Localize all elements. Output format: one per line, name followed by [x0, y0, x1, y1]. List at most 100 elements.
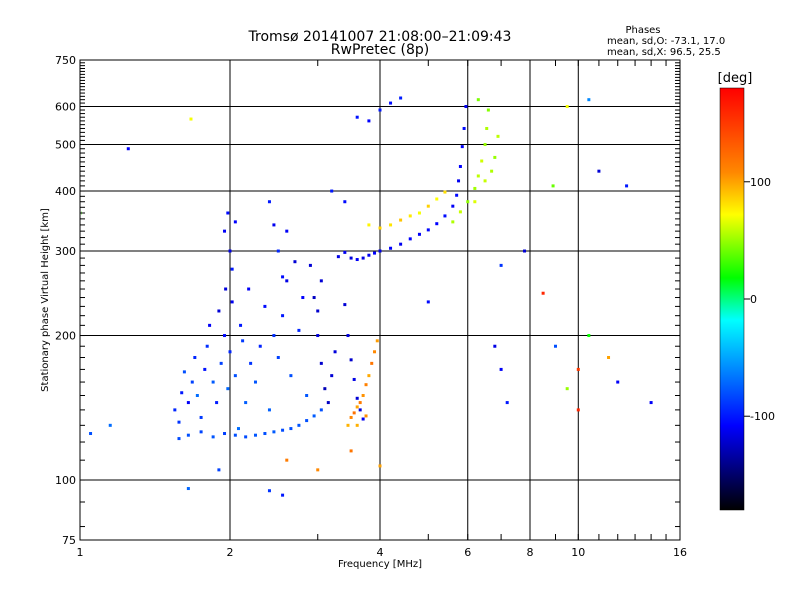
chart-subtitle: RwPretec (8p)	[331, 42, 429, 58]
point-o	[173, 408, 177, 412]
x-tick-label: 8	[527, 546, 534, 559]
point-o	[408, 237, 412, 241]
point-noise	[126, 147, 130, 151]
point-noise	[616, 380, 620, 384]
point-o	[451, 204, 455, 208]
x-tick-label: 4	[377, 546, 384, 559]
point-o	[336, 255, 340, 259]
point-x	[358, 401, 362, 405]
point-o	[378, 108, 382, 112]
x-tick-label: 16	[673, 546, 687, 559]
point-o	[230, 300, 234, 304]
point-o	[462, 126, 466, 130]
point-x	[408, 214, 412, 218]
point-o	[343, 200, 347, 204]
point-o	[230, 267, 234, 271]
point-o	[233, 433, 237, 437]
point-o	[226, 211, 230, 215]
point-x	[496, 134, 500, 138]
phases-x-stats: mean, sd,X: 96.5, 25.5	[607, 47, 721, 58]
point-o	[281, 428, 285, 432]
y-tick-label: 500	[55, 139, 76, 152]
point-o	[211, 380, 215, 384]
point-noise	[565, 105, 569, 109]
point-x	[370, 361, 374, 365]
point-noise	[597, 169, 601, 173]
grid	[80, 60, 680, 540]
point-o	[330, 374, 334, 378]
point-o	[316, 334, 320, 338]
point-o	[308, 263, 312, 267]
point-x	[375, 339, 379, 343]
point-x	[364, 414, 368, 418]
point-o	[205, 344, 209, 348]
point-o	[228, 249, 232, 253]
point-o	[319, 361, 323, 365]
y-tick-label: 300	[55, 245, 76, 258]
colorbar-tick-label: 100	[750, 176, 771, 189]
colorbar-unit: [deg]	[718, 71, 753, 86]
x-tick-label: 10	[571, 546, 585, 559]
point-o	[373, 251, 377, 255]
point-x	[483, 179, 487, 183]
point-noise	[499, 367, 503, 371]
phases-heading: Phases	[625, 25, 660, 36]
point-o	[182, 370, 186, 374]
point-x	[490, 169, 494, 173]
x-tick-label: 1	[77, 546, 84, 559]
y-tick-label: 200	[55, 330, 76, 343]
point-o	[208, 323, 212, 327]
point-x	[485, 126, 489, 130]
point-o	[263, 432, 267, 436]
point-x	[367, 374, 371, 378]
point-noise	[541, 291, 545, 295]
y-tick-label: 600	[55, 101, 76, 114]
point-o	[343, 250, 347, 254]
point-o	[458, 164, 462, 168]
point-o	[276, 249, 280, 253]
point-o	[219, 361, 223, 365]
point-o	[272, 430, 276, 434]
phases-o-stats: mean, sd,O: -73.1, 17.0	[607, 36, 725, 47]
point-o	[239, 323, 243, 327]
point-o	[457, 179, 461, 183]
point-o	[319, 408, 323, 412]
point-o	[180, 391, 184, 395]
point-x	[466, 200, 470, 204]
point-o	[443, 214, 447, 218]
point-o	[226, 387, 230, 391]
point-x	[493, 155, 497, 159]
point-o	[312, 414, 316, 418]
point-o	[215, 401, 219, 405]
point-o	[355, 258, 359, 262]
colorbar-tick-label: -100	[750, 410, 775, 423]
point-noise	[565, 387, 569, 391]
point-x	[473, 200, 477, 204]
point-o	[193, 355, 197, 359]
point-o	[297, 423, 301, 427]
point-o	[358, 408, 362, 412]
point-o	[236, 427, 240, 431]
point-o	[455, 193, 459, 197]
point-o	[361, 256, 365, 260]
point-noise	[553, 344, 557, 348]
point-o	[186, 487, 190, 491]
point-noise	[89, 432, 93, 436]
point-x	[443, 190, 447, 194]
point-o	[333, 350, 337, 354]
point-noise	[649, 401, 653, 405]
point-x	[486, 108, 490, 112]
point-o	[267, 200, 271, 204]
point-x	[349, 415, 353, 419]
point-o	[233, 220, 237, 224]
point-o	[249, 361, 253, 365]
point-o	[367, 119, 371, 123]
point-o	[217, 309, 221, 313]
point-o	[346, 334, 350, 338]
colorbar-tick-label: 0	[750, 293, 757, 306]
point-o	[247, 287, 251, 291]
point-x	[473, 186, 477, 190]
x-tick-label: 6	[464, 546, 471, 559]
point-noise	[576, 408, 580, 412]
